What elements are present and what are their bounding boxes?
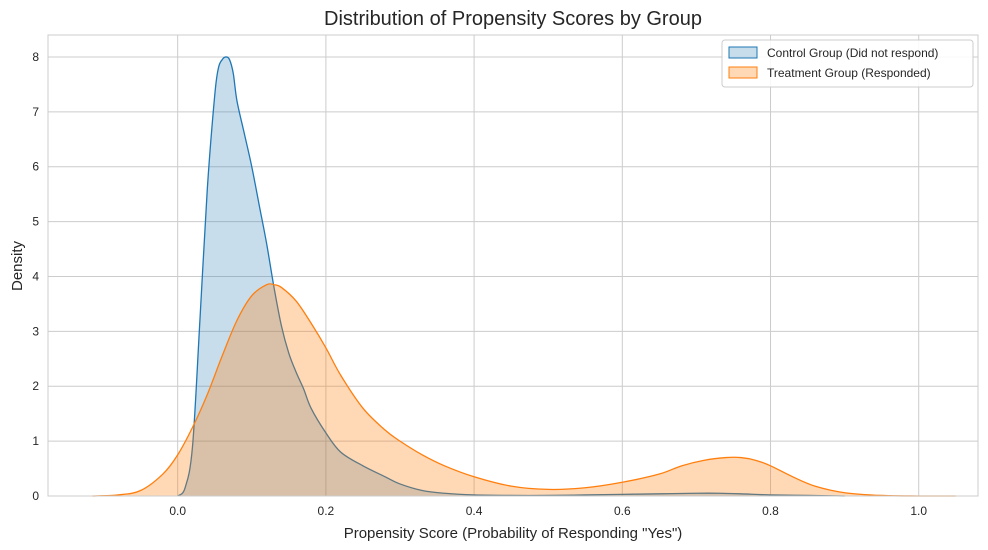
y-tick-label: 1 (32, 434, 39, 448)
x-axis-label: Propensity Score (Probability of Respond… (344, 525, 683, 542)
chart-title: Distribution of Propensity Scores by Gro… (324, 8, 702, 30)
density-line-series-2 (92, 283, 956, 497)
y-tick-label: 3 (32, 324, 39, 338)
x-tick-label: 0.6 (614, 504, 631, 518)
y-tick-label: 7 (32, 105, 39, 119)
legend-swatch (728, 66, 758, 79)
x-tick-label: 0.4 (466, 504, 483, 518)
legend-label: Treatment Group (Responded) (767, 66, 931, 80)
x-tick-label: 0.0 (169, 504, 186, 518)
y-tick-label: 2 (32, 379, 39, 393)
legend-swatch (728, 46, 758, 59)
density-fill-series-1 (177, 56, 845, 496)
legend: Control Group (Did not respond) Treatment… (721, 39, 974, 88)
axes: 0.0 0.2 0.4 0.6 0.8 1.0 0 1 2 3 4 5 6 7 8 (32, 34, 979, 518)
density-line-series-1 (177, 56, 845, 497)
plot-frame (47, 34, 979, 497)
legend-label: Control Group (Did not respond) (767, 46, 938, 60)
y-tick-label: 4 (32, 269, 39, 283)
density-areas (92, 56, 956, 497)
grid (48, 35, 978, 497)
y-tick-label: 5 (32, 215, 39, 229)
legend-box (721, 39, 974, 88)
x-tick-label: 0.2 (318, 504, 335, 518)
y-tick-label: 8 (32, 50, 39, 64)
x-tick-label: 1.0 (910, 504, 927, 518)
y-axis-label: Density (9, 240, 26, 291)
y-tick-label: 6 (32, 160, 39, 174)
x-tick-label: 0.8 (762, 504, 779, 518)
density-fill-series-2 (92, 283, 956, 496)
y-tick-label: 0 (32, 489, 39, 503)
